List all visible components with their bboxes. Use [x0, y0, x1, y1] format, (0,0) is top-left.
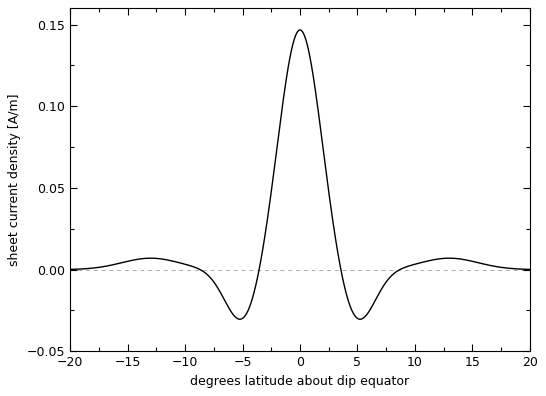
- X-axis label: degrees latitude about dip equator: degrees latitude about dip equator: [191, 375, 410, 388]
- Y-axis label: sheet current density [A/m]: sheet current density [A/m]: [8, 93, 21, 266]
